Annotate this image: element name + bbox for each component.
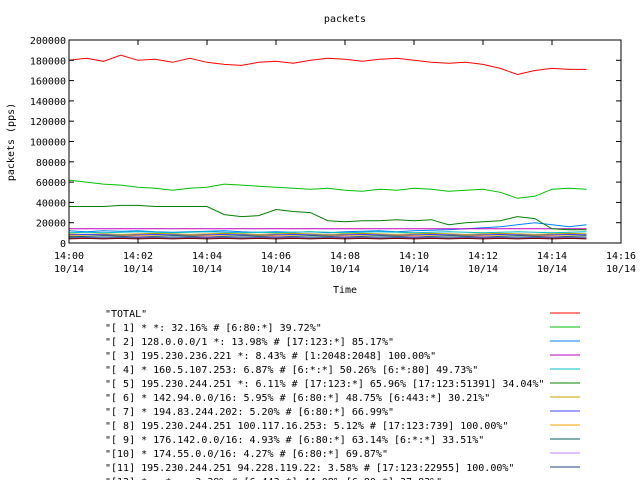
x-tick-date-label: 10/14 [606, 264, 636, 275]
chart-title: packets [324, 14, 366, 25]
legend-label-9: "[ 9] * 176.142.0.0/16: 4.93% # [6:80:*]… [105, 435, 484, 446]
series-line-5 [69, 204, 587, 231]
y-tick-label: 40000 [36, 198, 66, 209]
x-tick-time-label: 14:06 [261, 251, 291, 262]
y-tick-label: 100000 [30, 138, 66, 149]
legend-label-1: "[ 1] * *: 32.16% # [6:80:*] 39.72%" [105, 323, 322, 334]
x-tick-time-label: 14:16 [606, 251, 636, 262]
legend-label-3: "[ 3] 195.230.236.221 *: 8.43% # [1:2048… [105, 351, 436, 362]
legend-label-8: "[ 8] 195.230.244.251 100.117.16.253: 5.… [105, 421, 508, 432]
y-axis-ticks: 0 20000 40000 60000 80000 100000 120000 140000 1… [30, 36, 621, 250]
x-axis-ticks: 14:00 10/14 14:02 10/14 14:04 10/14 14:06 10/14… [54, 40, 636, 275]
x-tick-time-label: 14:12 [468, 251, 498, 262]
x-tick-time-label: 14:14 [537, 251, 567, 262]
x-tick-date-label: 10/14 [261, 264, 291, 275]
series-line-4 [68, 231, 587, 234]
x-tick-date-label: 10/14 [399, 264, 429, 275]
legend-label-10: "[10] * 174.55.0.0/16: 4.27% # [6:80:*] … [105, 449, 388, 460]
series-line-9 [68, 235, 587, 238]
x-axis-label: Time [333, 285, 357, 296]
x-tick-time-label: 14:08 [330, 251, 360, 262]
y-tick-label: 80000 [36, 158, 66, 169]
x-tick-date-label: 10/14 [54, 264, 84, 275]
y-tick-label: 20000 [36, 219, 66, 230]
x-tick-date-label: 10/14 [468, 264, 498, 275]
legend-label-5: "[ 5] 195.230.244.251 *: 6.11% # [17:123… [105, 379, 545, 390]
x-tick-time-label: 14:02 [123, 251, 153, 262]
legend-label-0: "TOTAL" [105, 309, 147, 320]
y-tick-label: 60000 [36, 178, 66, 189]
legend-label-2: "[ 2] 128.0.0.0/1 *: 13.98% # [17:123:*]… [105, 337, 394, 348]
legend-label-7: "[ 7] * 194.83.244.202: 5.20% # [6:80:*]… [105, 407, 394, 418]
x-tick-time-label: 14:10 [399, 251, 429, 262]
y-tick-label: 140000 [30, 97, 66, 108]
x-tick-time-label: 14:00 [54, 251, 84, 262]
legend-label-11: "[11] 195.230.244.251 94.228.119.22: 3.5… [105, 463, 514, 474]
legend-label-12: "[12] *:: *::: 3.39% # [6:443:*] 44.08% … [105, 477, 442, 480]
series-line-0 [68, 54, 587, 76]
series-line-2 [68, 222, 587, 234]
series-line-1 [68, 179, 587, 199]
x-tick-date-label: 10/14 [123, 264, 153, 275]
y-tick-label: 180000 [30, 56, 66, 67]
legend-label-4: "[ 4] * 160.5.107.253: 6.87% # [6:*:*] 5… [105, 365, 478, 376]
series-line-6 [68, 232, 587, 235]
x-tick-date-label: 10/14 [537, 264, 567, 275]
y-tick-label: 160000 [30, 77, 66, 88]
x-tick-time-label: 14:04 [192, 251, 222, 262]
y-tick-label: 120000 [30, 117, 66, 128]
x-tick-date-label: 10/14 [330, 264, 360, 275]
legend-label-6: "[ 6] * 142.94.0.0/16: 5.95% # [6:80:*] … [105, 393, 490, 404]
y-tick-label: 200000 [30, 36, 66, 47]
x-tick-date-label: 10/14 [192, 264, 222, 275]
legend: "TOTAL" "[ 1] * *: 32.16% # [6:80:*] 39.7… [105, 309, 580, 480]
y-axis-label: packets (pps) [6, 103, 17, 181]
series-line-12 [68, 237, 587, 240]
y-tick-label: 0 [60, 239, 66, 250]
series-lines [68, 54, 587, 240]
